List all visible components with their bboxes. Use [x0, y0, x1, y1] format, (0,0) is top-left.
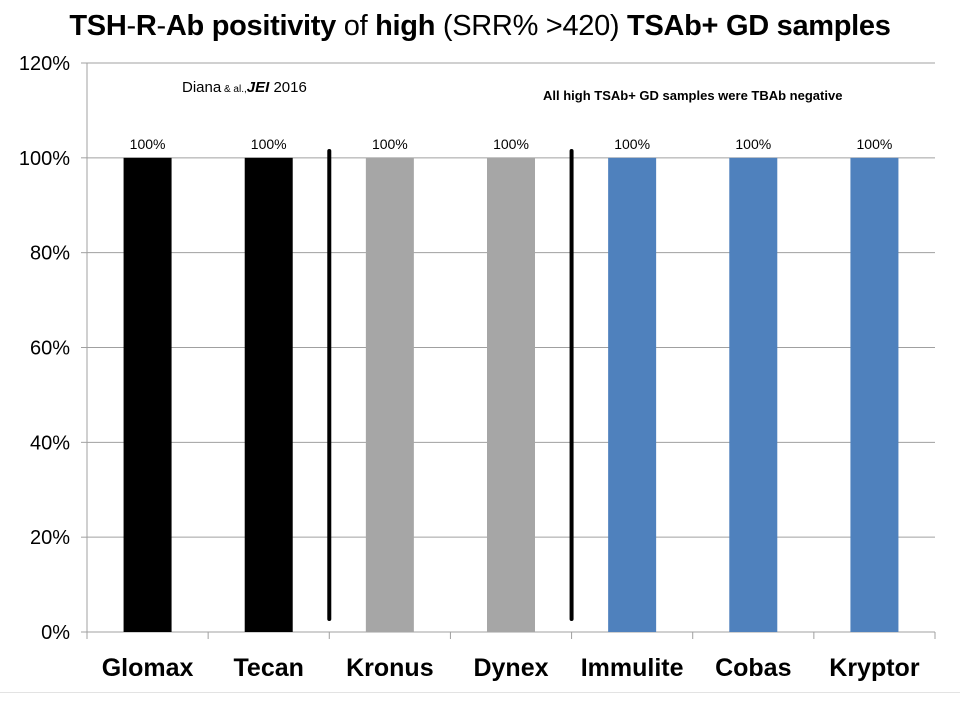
citation: Diana & al.,JEI 2016 — [182, 79, 307, 96]
y-tick-label: 80% — [30, 243, 70, 265]
x-tick-label: Cobas — [715, 654, 791, 682]
data-label: 100% — [251, 136, 287, 152]
y-tick-label: 20% — [30, 527, 70, 549]
bar-dynex — [487, 157, 535, 633]
x-tick-label: Kryptor — [829, 654, 920, 682]
x-tick-label: Kronus — [346, 654, 434, 682]
chart-annotation: All high TSAb+ GD samples were TBAb nega… — [543, 88, 843, 103]
y-tick-label: 0% — [41, 622, 70, 644]
bar-glomax — [123, 157, 172, 633]
bar-kronus — [365, 157, 414, 633]
y-tick-label: 60% — [30, 338, 70, 360]
bar-immulite — [608, 157, 657, 633]
x-tick-label: Dynex — [473, 654, 548, 682]
bar-kryptor — [850, 157, 899, 633]
footer-divider — [0, 692, 960, 693]
bar-cobas — [729, 157, 778, 633]
x-tick-label: Glomax — [102, 654, 194, 682]
data-label: 100% — [614, 136, 650, 152]
data-label: 100% — [372, 136, 408, 152]
data-label: 100% — [857, 136, 893, 152]
x-tick-label: Immulite — [581, 654, 684, 682]
bar-tecan — [244, 157, 293, 633]
data-label: 100% — [735, 136, 771, 152]
x-tick-label: Tecan — [234, 654, 304, 682]
y-tick-label: 120% — [19, 53, 70, 75]
y-tick-label: 40% — [30, 432, 70, 454]
data-label: 100% — [493, 136, 529, 152]
y-tick-label: 100% — [19, 148, 70, 170]
chart-title: TSH-R-Ab positivity of high (SRR% >420) … — [69, 10, 891, 42]
data-label: 100% — [130, 136, 166, 152]
